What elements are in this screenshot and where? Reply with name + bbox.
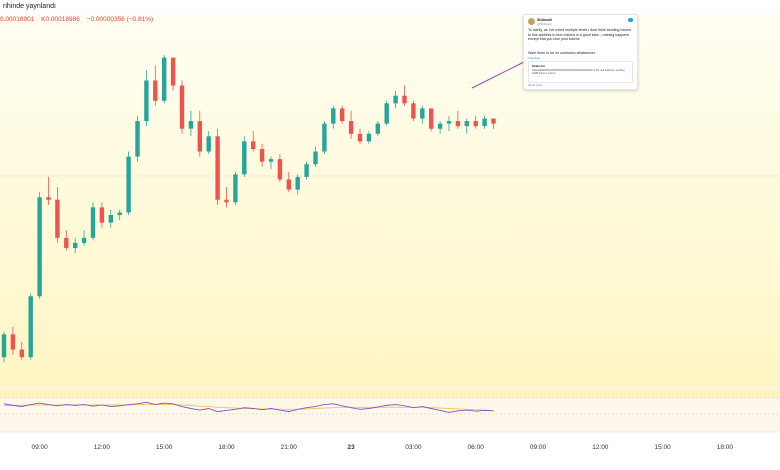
candle-body — [251, 141, 256, 149]
quoted-tweet-author: Shiboshi — [532, 64, 545, 68]
x-tick-label: 21:00 — [281, 444, 298, 451]
candle-body — [99, 207, 105, 223]
x-tick-label: 09:00 — [530, 444, 547, 451]
x-tick-label: 15:00 — [654, 444, 671, 451]
candle-body — [19, 349, 24, 358]
candle-body — [37, 197, 42, 297]
candle-body — [384, 103, 389, 124]
candle-body — [429, 108, 434, 129]
candle-body — [135, 121, 140, 157]
candle-body — [268, 159, 274, 162]
rsi-group — [3, 401, 494, 413]
candle-body — [117, 212, 122, 215]
tweet-footer[interactable]: Read reply — [528, 83, 543, 87]
avatar — [528, 18, 535, 25]
candle-body — [340, 108, 345, 122]
candle-body — [348, 121, 354, 134]
x-tick-label: 12:00 — [592, 444, 609, 451]
candle-body — [455, 121, 461, 127]
x-tick-label: 23 — [347, 444, 355, 451]
candle-body — [233, 174, 238, 203]
ohlc-readout: 0.00018901 K0.00018986 −0.00000356 (−0.8… — [0, 16, 158, 23]
candle-body — [473, 121, 478, 127]
candle-body — [206, 136, 211, 152]
candle-body — [375, 123, 380, 134]
candle-body — [1, 334, 7, 358]
tweet-card[interactable]: Shiboshi @Shiboshi To clarify, as I’ve n… — [523, 14, 638, 90]
candle-body — [215, 136, 220, 200]
candle-body — [331, 108, 336, 124]
candle-body — [437, 123, 443, 129]
tweet-pointer-line — [471, 61, 525, 89]
rsi-line — [3, 401, 494, 413]
candle-body — [162, 57, 167, 101]
x-tick-label: 06:00 — [468, 444, 485, 451]
price-pane-background — [0, 14, 780, 388]
ohlc-value-1: 0.00018901 — [0, 16, 35, 23]
x-tick-label: 15:00 — [156, 444, 173, 451]
candle-body — [197, 121, 202, 152]
x-tick-label: 09:00 — [31, 444, 48, 451]
candle-body — [482, 118, 487, 127]
x-tick-label: 18:00 — [717, 444, 734, 451]
tweet-author-name: Shiboshi — [537, 18, 553, 22]
x-tick-label: 12:00 — [94, 444, 111, 451]
chart-header: rihinde yaynlandı 0.00018901 K0.00018986… — [0, 0, 780, 26]
quoted-tweet-text: 0xdead0000000000000000420694206942069420… — [532, 69, 625, 75]
x-tick-label: 03:00 — [405, 444, 422, 451]
candle-body — [224, 199, 229, 203]
candle-body — [464, 121, 469, 127]
candle-body — [277, 159, 283, 180]
candle-body — [242, 141, 247, 175]
candle-body — [402, 95, 407, 104]
x-axis-ticks: 09:00 12:00 15:00 18:00 21:00 23 03:00 06:00 09:… — [31, 444, 733, 451]
candle-body — [259, 149, 265, 162]
candle-body — [286, 179, 291, 190]
candle-body — [295, 176, 300, 190]
quoted-tweet[interactable]: Shiboshi 0xdead0000000000000000420694206… — [528, 61, 633, 83]
candle-body — [491, 118, 496, 124]
candle-body — [170, 57, 176, 86]
candle-body — [64, 237, 69, 248]
candle-body — [108, 215, 113, 223]
tweet-author-handle: @Shiboshi — [537, 22, 552, 26]
ohlc-value-2: K0.00018986 — [41, 16, 80, 23]
tweet-body-second: Want them to be no confusion whatsoever. — [528, 51, 596, 55]
candle-body — [322, 123, 327, 152]
x-tick-label: 18:00 — [218, 444, 235, 451]
candle-body — [28, 296, 33, 358]
candle-body — [313, 151, 318, 165]
candle-body — [304, 164, 309, 177]
candle-body — [179, 85, 185, 129]
candle-body — [55, 199, 60, 238]
candle-body — [357, 133, 363, 142]
candle-body — [90, 207, 96, 238]
candle-body — [144, 80, 149, 122]
candle-body — [46, 197, 51, 200]
candle-body — [153, 80, 158, 101]
candle-body — [366, 133, 372, 142]
ohlc-value-3: −0.00000356 (−0.81%) — [86, 16, 154, 23]
candles-group — [1, 55, 496, 363]
candle-body — [188, 121, 194, 129]
header-title: rihinde yaynlandı — [3, 3, 56, 10]
rsi-overbought-band — [0, 389, 780, 398]
candle-body — [81, 237, 87, 243]
candle-body — [126, 156, 131, 213]
tweet-body: To clarify, as I’ve noted multiple times… — [528, 28, 632, 42]
twitter-bird-icon — [628, 18, 633, 22]
candle-body — [393, 95, 398, 104]
tweet-translate-link[interactable]: Translate — [528, 56, 541, 60]
candle-body — [73, 242, 78, 248]
candle-body — [420, 108, 425, 119]
candle-body — [10, 334, 16, 350]
candle-body — [446, 121, 452, 124]
candle-body — [411, 103, 416, 119]
